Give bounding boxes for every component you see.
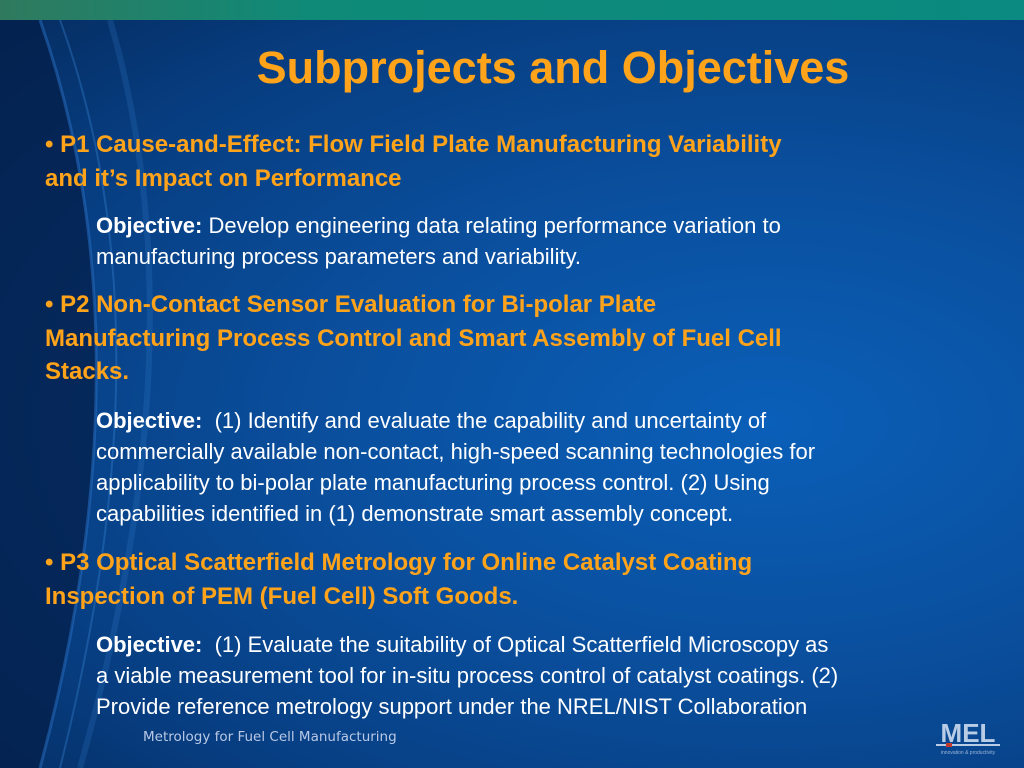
p3-heading: • P3 Optical Scatterfield Metrology for … xyxy=(45,546,752,613)
objective-line: Provide reference metrology support unde… xyxy=(96,694,808,719)
objective-line: manufacturing process parameters and var… xyxy=(96,244,582,269)
objective-label: Objective: xyxy=(96,213,203,238)
objective-label: Objective: xyxy=(96,408,203,433)
heading-line: Inspection of PEM (Fuel Cell) Soft Goods… xyxy=(45,582,519,610)
heading-line: Manufacturing Process Control and Smart … xyxy=(45,324,782,352)
objective-line: commercially available non-contact, high… xyxy=(96,439,816,464)
heading-line: and it’s Impact on Performance xyxy=(45,164,402,192)
objective-label: Objective: xyxy=(96,632,203,657)
heading-line: • P2 Non-Contact Sensor Evaluation for B… xyxy=(45,291,657,318)
top-accent-bar xyxy=(0,0,1024,20)
slide-title: Subprojects and Objectives xyxy=(256,42,850,93)
svg-text:innovation & productivity: innovation & productivity xyxy=(941,750,996,756)
slide-footer: Metrology for Fuel Cell Manufacturing xyxy=(143,729,397,745)
p2-objective: Objective: (1) Identify and evaluate the… xyxy=(96,405,815,529)
p3-objective: Objective: (1) Evaluate the suitability … xyxy=(96,629,838,722)
heading-line: • P3 Optical Scatterfield Metrology for … xyxy=(45,549,753,576)
objective-line: capabilities identified in (1) demonstra… xyxy=(96,501,734,526)
objective-line: Develop engineering data relating perfor… xyxy=(202,213,781,238)
objective-line: applicability to bi-polar plate manufact… xyxy=(96,470,770,495)
heading-line: Stacks. xyxy=(45,358,130,385)
p1-objective: Objective: Develop engineering data rela… xyxy=(96,210,781,272)
objective-line: a viable measurement tool for in-situ pr… xyxy=(96,663,839,688)
p1-heading: • P1 Cause-and-Effect: Flow Field Plate … xyxy=(45,128,782,195)
objective-line: (1) Identify and evaluate the capability… xyxy=(202,408,767,433)
objective-line: (1) Evaluate the suitability of Optical … xyxy=(202,632,829,657)
heading-line: • P1 Cause-and-Effect: Flow Field Plate … xyxy=(45,131,782,158)
p2-heading: • P2 Non-Contact Sensor Evaluation for B… xyxy=(45,288,782,389)
mel-logo: MEL innovation & productivity xyxy=(936,718,1000,756)
